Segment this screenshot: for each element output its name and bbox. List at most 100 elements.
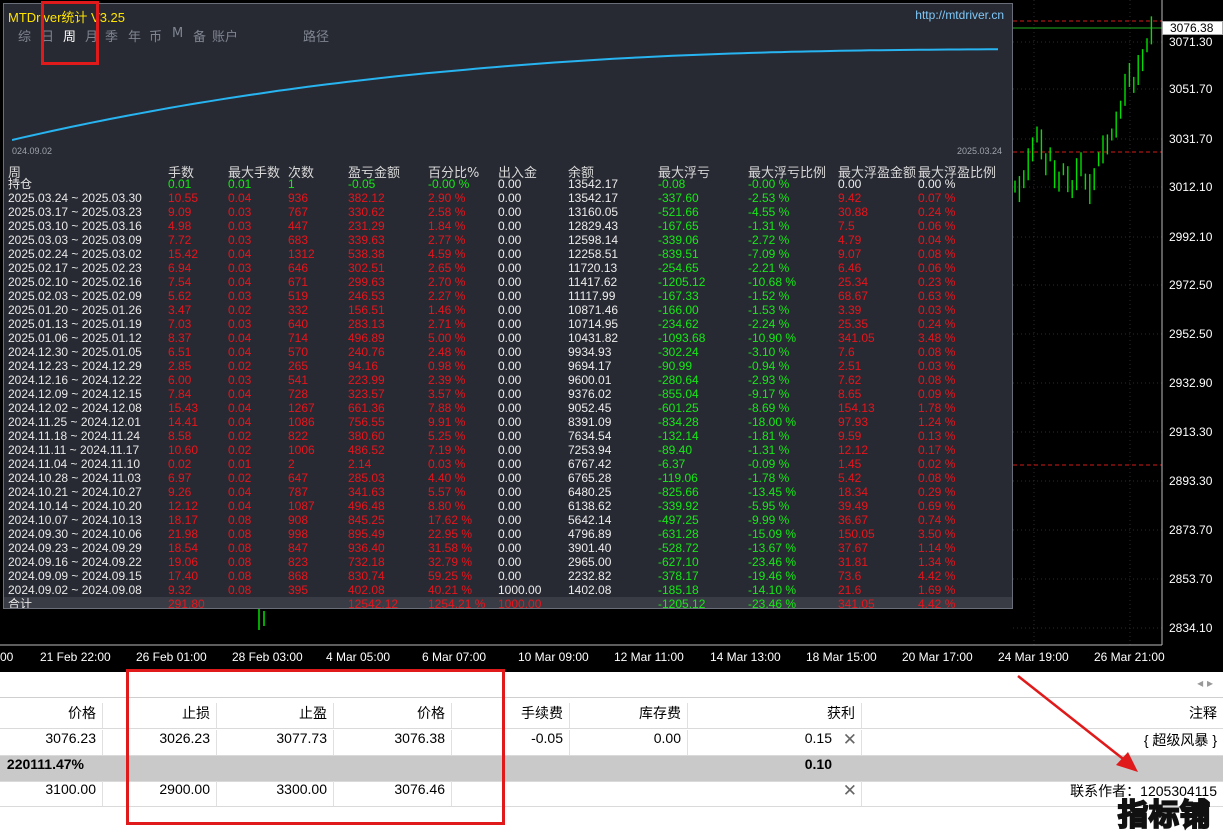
col-tp[interactable]: 止盈 — [217, 703, 334, 728]
table-cell: 0.03 % — [918, 359, 956, 373]
table-cell: 732.18 — [348, 555, 385, 569]
table-cell: -185.18 — [658, 583, 699, 597]
menu-tab-7[interactable]: M — [172, 26, 184, 41]
menu-tab-2[interactable]: 周 — [63, 30, 77, 45]
table-cell: 25.34 — [838, 275, 869, 289]
table-cell: 2.27 % — [428, 289, 466, 303]
col-sl[interactable]: 止损 — [103, 703, 217, 728]
table-cell: -834.28 — [658, 415, 699, 429]
table-cell: 2025.02.24 ~ 2025.03.02 — [8, 247, 142, 261]
table-cell: 683 — [288, 233, 309, 247]
table-cell: 908 — [288, 513, 309, 527]
panel-url-link[interactable]: http://mtdriver.cn — [915, 8, 1004, 22]
order-row[interactable]: 3076.23 3026.23 3077.73 3076.38 -0.05 0.… — [0, 730, 1223, 756]
table-cell: -167.33 — [658, 289, 699, 303]
price-chart[interactable]: 3076.38 3071.30 3051.70 3031.70 3012.10 2992.… — [0, 0, 1223, 672]
table-cell: -4.55 % — [748, 205, 790, 219]
table-cell: 382.12 — [348, 191, 385, 205]
table-cell: 0.04 — [228, 345, 252, 359]
table-cell: 2025.02.03 ~ 2025.02.09 — [8, 289, 142, 303]
table-cell: 73.6 — [838, 569, 862, 583]
table-header-cell: 出入金 — [498, 166, 538, 181]
table-cell: 2024.10.14 ~ 2024.10.20 — [8, 499, 142, 513]
scroll-arrows-icon[interactable]: ◂ ▸ — [1197, 676, 1213, 690]
col-swap[interactable]: 库存费 — [570, 703, 688, 728]
table-cell: 14.41 — [168, 415, 199, 429]
menu-tab-1[interactable]: 日 — [41, 30, 55, 45]
pending-current-price: 3076.46 — [334, 781, 452, 806]
menu-tab-3[interactable]: 月 — [85, 30, 99, 45]
menu-tab-8[interactable]: 备 — [193, 30, 207, 45]
menu-tab-10[interactable]: 路径 — [303, 30, 330, 45]
table-cell: 0.04 — [228, 415, 252, 429]
close-order-icon[interactable]: ✕ — [838, 730, 862, 755]
pending-order-row[interactable]: 3100.00 2900.00 3300.00 3076.46 ✕ 联系作者：1… — [0, 781, 1223, 807]
table-cell: 0.00 — [498, 317, 522, 331]
price-tick: 3051.70 — [1169, 82, 1213, 96]
table-row: 2025.01.13 ~ 2025.01.19 7.03 0.03 640 283.13… — [4, 317, 1012, 331]
table-cell: 18.54 — [168, 541, 199, 555]
table-row: 合计 291.80 12542.12 1254.21 % 1000.00 -1205.12… — [4, 597, 1012, 609]
time-tick: 21 Feb 22:00 — [40, 650, 111, 664]
table-cell: -1.31 % — [748, 443, 790, 457]
price-tick: 3071.30 — [1169, 35, 1213, 49]
table-cell: 0.04 — [228, 485, 252, 499]
table-cell: 2024.11.11 ~ 2024.11.17 — [8, 443, 140, 457]
col-price2[interactable]: 价格 — [334, 703, 452, 728]
table-cell: -2.93 % — [748, 373, 790, 387]
table-cell: 6.46 — [838, 261, 862, 275]
delete-order-icon[interactable]: ✕ — [838, 781, 862, 806]
menu-tab-9[interactable]: 账户 — [212, 30, 239, 45]
table-cell: 12.12 — [168, 499, 199, 513]
table-row: 2024.11.04 ~ 2024.11.10 0.02 0.01 2 2.14 0.03… — [4, 457, 1012, 471]
table-cell: 0.00 — [498, 359, 522, 373]
table-cell: 0.00 — [498, 331, 522, 345]
table-cell: 2025.01.06 ~ 2025.01.12 — [8, 331, 142, 345]
table-cell: 1.84 % — [428, 219, 466, 233]
col-commission[interactable]: 手续费 — [452, 703, 570, 728]
table-cell: 21.6 — [838, 583, 862, 597]
table-cell: 2025.01.20 ~ 2025.01.26 — [8, 303, 142, 317]
table-cell: 0.00 — [498, 429, 522, 443]
table-row: 2024.09.09 ~ 2024.09.15 17.40 0.08 868 830.7… — [4, 569, 1012, 583]
highlight-box-sl-tp — [126, 669, 505, 825]
table-cell: 822 — [288, 429, 309, 443]
time-tick: 20 Mar 17:00 — [902, 650, 973, 664]
table-cell: 496.89 — [348, 331, 385, 345]
table-cell: 0.07 % — [918, 191, 956, 205]
table-cell: -0.00 % — [428, 177, 470, 191]
table-cell: 8.80 % — [428, 499, 466, 513]
table-cell: 0.63 % — [918, 289, 956, 303]
table-cell: 538.38 — [348, 247, 385, 261]
table-cell: 302.51 — [348, 261, 385, 275]
col-profit[interactable]: 获利 — [688, 703, 862, 728]
table-cell: 5.25 % — [428, 429, 466, 443]
table-cell: -234.62 — [658, 317, 699, 331]
table-cell: 2.39 % — [428, 373, 466, 387]
table-cell: 0.08 — [228, 513, 252, 527]
menu-tab-5[interactable]: 年 — [128, 30, 142, 45]
table-cell: 265 — [288, 359, 309, 373]
table-cell: 661.36 — [348, 401, 385, 415]
table-cell: 7.72 — [168, 233, 192, 247]
menu-tab-4[interactable]: 季 — [105, 30, 119, 45]
table-cell: 1312 — [288, 247, 315, 261]
col-comment[interactable]: 注释 — [1189, 705, 1217, 721]
table-cell: 519 — [288, 289, 309, 303]
menu-tab-6[interactable]: 币 — [149, 30, 163, 45]
table-cell: 299.63 — [348, 275, 385, 289]
table-cell: 341.05 — [838, 597, 875, 609]
table-cell: 0.00 — [498, 499, 522, 513]
table-row: 2024.12.09 ~ 2024.12.15 7.84 0.04 728 323.57… — [4, 387, 1012, 401]
table-cell: 31.81 — [838, 555, 869, 569]
table-cell: -601.25 — [658, 401, 699, 415]
col-price[interactable]: 价格 — [0, 703, 103, 728]
table-cell: 10431.82 — [568, 331, 619, 345]
menu-tab-0[interactable]: 综 — [18, 30, 32, 45]
table-cell: -0.08 — [658, 177, 686, 191]
pending-price: 3100.00 — [0, 781, 103, 806]
time-tick: 26 Feb 01:00 — [136, 650, 207, 664]
pending-swap — [570, 781, 688, 806]
table-cell: 0.00 — [838, 177, 862, 191]
price-tick: 2834.10 — [1169, 621, 1213, 635]
